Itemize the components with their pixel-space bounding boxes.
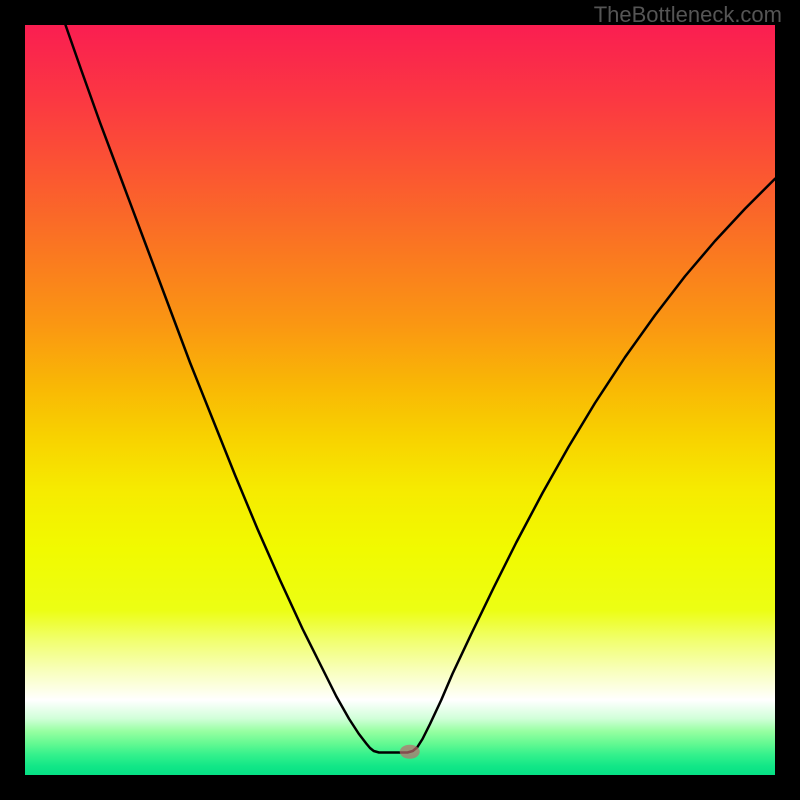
optimal-point-marker (400, 745, 420, 759)
plot-area (25, 25, 775, 775)
chart-container: TheBottleneck.com (0, 0, 800, 800)
gradient-background (25, 25, 775, 775)
plot-svg (25, 25, 775, 775)
